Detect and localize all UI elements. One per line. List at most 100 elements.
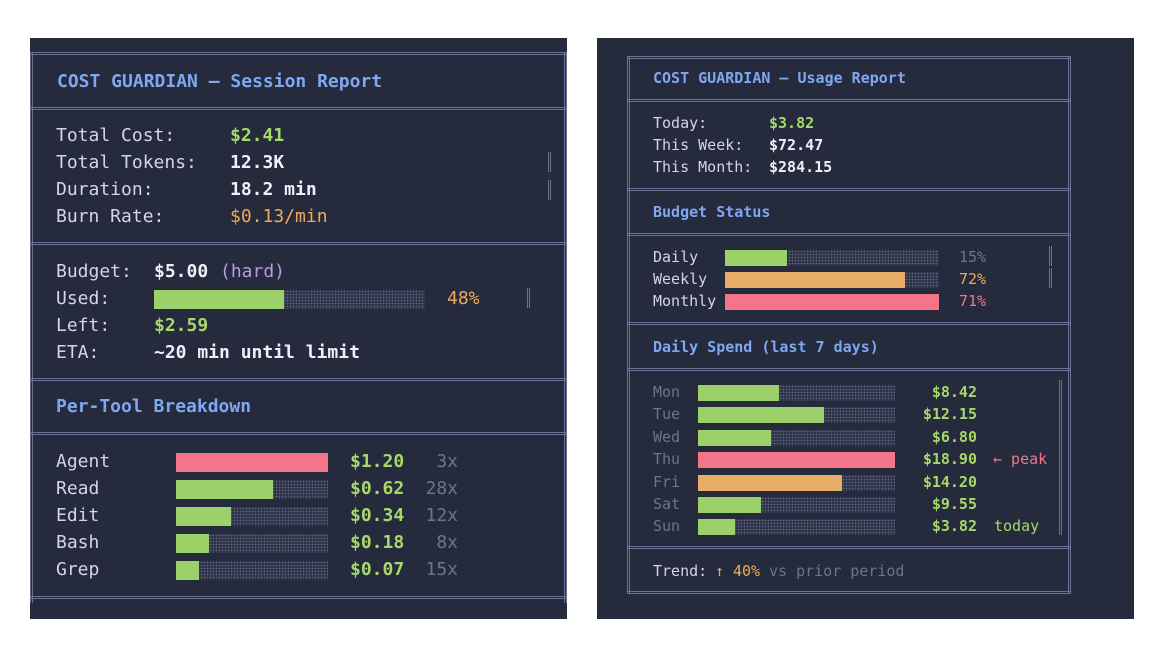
burn-rate-value: $0.13/min bbox=[230, 206, 328, 227]
daily-spend-title: Daily Spend (last 7 days) bbox=[653, 338, 879, 356]
tool-cost-bar-fill bbox=[176, 507, 231, 526]
day-label: Mon bbox=[653, 383, 681, 401]
divider bbox=[30, 432, 567, 435]
tool-name: Read bbox=[56, 478, 100, 499]
tool-cost: $0.07 bbox=[350, 559, 405, 580]
budget-period-label: Weekly bbox=[653, 270, 708, 288]
session-title: COST GUARDIAN — Session Report bbox=[57, 71, 383, 92]
divider bbox=[30, 596, 567, 599]
today-value: $3.82 bbox=[769, 114, 815, 132]
tool-cost: $0.62 bbox=[350, 478, 405, 499]
day-amount: $14.20 bbox=[922, 472, 977, 491]
week-value: $72.47 bbox=[769, 136, 824, 154]
left-label: Left: bbox=[56, 315, 111, 336]
border-mark bbox=[548, 152, 551, 172]
budget-used-fill bbox=[154, 290, 284, 309]
eta-label: ETA: bbox=[56, 342, 100, 363]
day-spend-bar-fill bbox=[698, 452, 895, 469]
stat-label: Today: bbox=[653, 114, 708, 132]
divider bbox=[627, 322, 1071, 325]
stat-label: This Month: bbox=[653, 158, 753, 176]
day-spend-bar-fill bbox=[698, 407, 824, 424]
border-mark bbox=[1049, 268, 1052, 288]
day-amount: $12.15 bbox=[922, 405, 977, 424]
budget-bar bbox=[725, 294, 939, 310]
used-label: Used: bbox=[56, 288, 111, 309]
tool-cost: $0.34 bbox=[350, 505, 405, 526]
day-label: Thu bbox=[653, 450, 681, 469]
usage-title: COST GUARDIAN — Usage Report bbox=[653, 69, 906, 87]
tool-cost-bar-fill bbox=[176, 534, 209, 553]
tool-cost-bar bbox=[176, 453, 328, 472]
day-label: Wed bbox=[653, 427, 681, 446]
day-spend-bar-fill bbox=[698, 497, 761, 513]
day-spend-bar-fill bbox=[698, 474, 842, 491]
duration-value: 18.2 min bbox=[230, 179, 317, 200]
tool-cost-bar bbox=[176, 507, 328, 526]
day-spend-bar bbox=[698, 474, 895, 491]
day-label: Fri bbox=[653, 472, 681, 491]
budget-mode: (hard) bbox=[220, 261, 286, 282]
day-note: ← peak bbox=[993, 450, 1048, 469]
divider bbox=[627, 188, 1071, 191]
tool-name: Agent bbox=[56, 451, 111, 472]
divider bbox=[627, 546, 1071, 549]
day-spend-bar bbox=[698, 452, 895, 469]
border-mark bbox=[1059, 380, 1062, 535]
tool-count: 28x bbox=[425, 478, 458, 499]
day-label: Tue bbox=[653, 405, 681, 424]
border-mark bbox=[548, 180, 551, 200]
day-spend-bar bbox=[698, 429, 895, 446]
tool-name: Edit bbox=[56, 505, 100, 526]
divider bbox=[627, 56, 1071, 59]
day-spend-bar bbox=[698, 497, 895, 513]
usage-frame bbox=[627, 56, 1071, 594]
day-label: Sun bbox=[653, 517, 681, 536]
day-note: today bbox=[994, 517, 1040, 536]
tool-cost-bar bbox=[176, 561, 328, 580]
trend-text: vs prior period bbox=[769, 562, 905, 580]
divider bbox=[30, 107, 567, 110]
day-amount: $9.55 bbox=[931, 495, 977, 513]
trend-pct: 40% bbox=[733, 562, 761, 580]
day-amount: $18.90 bbox=[922, 450, 977, 469]
divider bbox=[30, 378, 567, 381]
divider bbox=[627, 233, 1071, 236]
total-tokens-value: 12.3K bbox=[230, 152, 285, 173]
border-mark bbox=[527, 288, 530, 308]
day-spend-bar-fill bbox=[698, 385, 779, 401]
stat-label: Duration: bbox=[56, 179, 154, 200]
budget-pct: 15% bbox=[959, 248, 987, 266]
budget-period-label: Monthly bbox=[653, 292, 717, 310]
eta-value: ~20 min until limit bbox=[154, 342, 360, 363]
budget-label: Budget: bbox=[56, 261, 132, 282]
total-cost-value: $2.41 bbox=[230, 125, 285, 146]
day-spend-bar-fill bbox=[698, 519, 735, 536]
tool-name: Bash bbox=[56, 532, 100, 553]
day-spend-bar-fill bbox=[698, 429, 771, 446]
stat-label: This Week: bbox=[653, 136, 744, 154]
budget-value: $5.00 bbox=[154, 261, 209, 282]
divider bbox=[627, 99, 1071, 102]
budget-used-bar bbox=[154, 290, 425, 309]
budget-pct: 71% bbox=[959, 292, 987, 310]
day-amount: $6.80 bbox=[931, 427, 977, 446]
tool-count: 3x bbox=[436, 451, 458, 472]
month-value: $284.15 bbox=[769, 158, 833, 176]
budget-pct: 72% bbox=[959, 270, 987, 288]
stat-label: Burn Rate: bbox=[56, 206, 165, 227]
tool-cost: $0.18 bbox=[350, 532, 405, 553]
day-spend-bar bbox=[698, 519, 895, 536]
budget-bar bbox=[725, 250, 939, 266]
day-amount: $3.82 bbox=[931, 517, 977, 536]
tool-name: Grep bbox=[56, 559, 100, 580]
budget-period-label: Daily bbox=[653, 248, 699, 266]
tool-cost-bar-fill bbox=[176, 561, 199, 580]
divider bbox=[30, 242, 567, 245]
day-spend-bar bbox=[698, 385, 895, 401]
tool-count: 15x bbox=[425, 559, 458, 580]
divider bbox=[627, 591, 1071, 594]
tool-cost-bar-fill bbox=[176, 453, 328, 472]
border-mark bbox=[1049, 246, 1052, 266]
stat-label: Total Tokens: bbox=[56, 152, 197, 173]
